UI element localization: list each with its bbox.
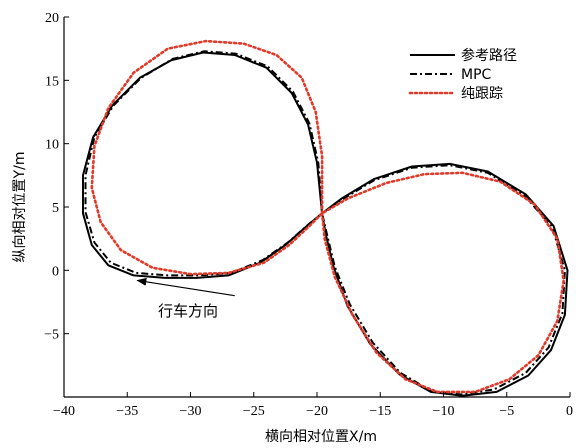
y-tick-label: 20 [45, 11, 59, 26]
x-tick-label: −30 [180, 404, 202, 419]
y-tick-label: 5 [52, 201, 59, 216]
x-axis-title: 横向相对位置X/m [265, 429, 377, 445]
y-tick-label: 10 [45, 138, 59, 153]
legend-label-3: 纯跟踪 [461, 86, 503, 102]
tick-labels: −40 −35 −30 −25 −20 −15 −10 −5 0 −5 0 5 10 15 20 [44, 11, 573, 419]
annotation-label: 行车方向 [158, 302, 218, 320]
axes [63, 16, 571, 398]
x-tick-label: −10 [433, 404, 455, 419]
x-tick-label: −35 [116, 404, 138, 419]
y-tick-label: −5 [44, 328, 59, 343]
x-tick-label: −5 [499, 404, 514, 419]
y-tick-label: 15 [45, 74, 59, 89]
legend-label-2: MPC [461, 67, 492, 83]
y-axis-title: 纵向相对位置Y/m [12, 152, 28, 263]
series-line-2 [84, 50, 566, 396]
x-tick-label: 0 [566, 404, 573, 419]
series-layer [82, 39, 569, 397]
series-line-3 [90, 39, 565, 394]
x-tick-label: −15 [369, 404, 391, 419]
direction-arrow [136, 277, 235, 297]
x-tick-label: −25 [243, 404, 265, 419]
legend-label-1: 参考路径 [461, 47, 517, 64]
y-tick-label: 0 [52, 264, 59, 279]
legend: 参考路径 MPC 纯跟踪 [408, 47, 517, 102]
x-tick-label: −40 [53, 404, 75, 419]
x-tick-label: −20 [306, 404, 328, 419]
annotations: 行车方向 [136, 277, 235, 320]
